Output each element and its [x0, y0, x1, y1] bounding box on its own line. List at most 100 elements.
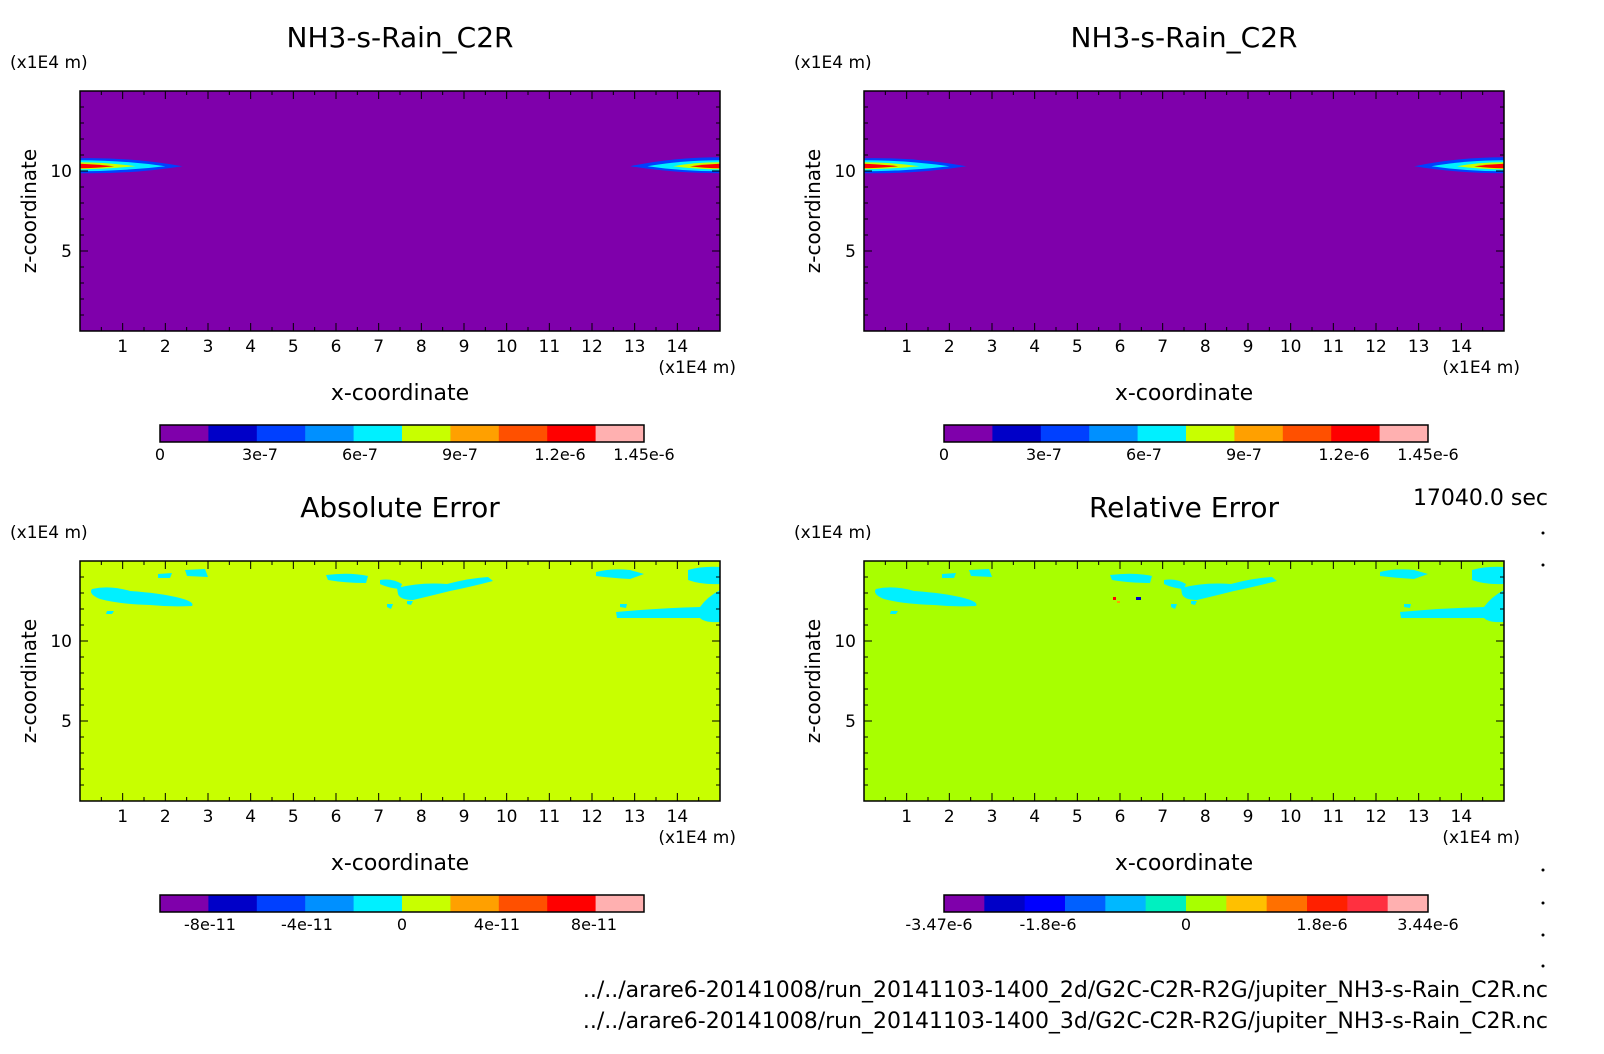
- x-tick-label: 13: [624, 337, 646, 357]
- y-tick-label: 5: [61, 242, 72, 262]
- x-tick-label: 8: [1200, 337, 1211, 357]
- x-tick-label: 5: [288, 337, 299, 357]
- colorbar-label: 8e-11: [571, 915, 617, 934]
- x-unit-label: (x1E4 m): [658, 828, 736, 848]
- x-tick-label: 11: [1323, 807, 1345, 827]
- error-patch-3: [942, 573, 956, 578]
- tick-marks: [80, 91, 720, 331]
- x-tick-label: 1: [117, 807, 128, 827]
- chart-panel-2: NH3-s-Rain_C2R(x1E4 m)1 2 3 4 5 6 7 8 9 10 11 12 13 1…: [794, 21, 1520, 464]
- colorbar: [159, 894, 645, 913]
- error-patch-1: [91, 587, 193, 607]
- x-tick-label: 9: [459, 337, 470, 357]
- colorbar-label: 1.2e-6: [1318, 445, 1369, 464]
- error-patch-4: [969, 569, 992, 577]
- x-tick-label: 9: [459, 807, 470, 827]
- plot-features: [864, 157, 1504, 174]
- error-patch-5: [326, 573, 368, 583]
- time-label: 17040.0 sec: [1413, 486, 1548, 511]
- colorbar: [943, 894, 1429, 913]
- error-patch-9: [387, 604, 393, 609]
- colorbar-swatch: [1186, 425, 1235, 442]
- colorbar-swatch: [1226, 895, 1268, 912]
- colorbar-swatch: [256, 425, 306, 442]
- x-tick-label: 10: [496, 337, 518, 357]
- y-axis-label: z-coordinate: [17, 619, 41, 743]
- colorbar-label: 3e-7: [1026, 445, 1062, 464]
- colorbar-swatch: [992, 425, 1042, 442]
- x-tick-label: 4: [1029, 337, 1040, 357]
- tick-marks: [864, 91, 1504, 331]
- x-tick-label: 9: [1243, 807, 1254, 827]
- colorbar-swatch: [1145, 895, 1187, 912]
- colorbar-label: -3.47e-6: [905, 915, 972, 934]
- colorbar-swatch: [353, 425, 403, 442]
- y-tick-label: 10: [834, 162, 856, 182]
- colorbar-frame: [159, 894, 645, 913]
- colorbar-label: 1.8e-6: [1296, 915, 1347, 934]
- colorbar-swatch: [1331, 425, 1381, 442]
- colorbar-label: 1.45e-6: [1397, 445, 1458, 464]
- colorbar-swatch: [1089, 425, 1139, 442]
- x-tick-label: 12: [1365, 337, 1387, 357]
- chart-title: Relative Error: [1089, 491, 1280, 524]
- chart-title: NH3-s-Rain_C2R: [1071, 21, 1298, 54]
- error-patch-6: [380, 579, 402, 589]
- error-patch-1: [875, 587, 977, 607]
- x-tick-label: 1: [901, 807, 912, 827]
- x-tick-label: 14: [1451, 337, 1473, 357]
- x-tick-label: 4: [1029, 807, 1040, 827]
- plot-features: [875, 566, 1504, 623]
- x-tick-label: 10: [496, 807, 518, 827]
- colorbar-label: 0: [155, 445, 165, 464]
- colorbar-swatch: [160, 425, 209, 442]
- colorbar-label: -8e-11: [184, 915, 236, 934]
- colorbar-swatch: [1307, 895, 1348, 912]
- chart-panel-1: NH3-s-Rain_C2R(x1E4 m)1 2 3 4 5 6 7 8 9 10 11 12 13 1…: [10, 21, 736, 464]
- x-tick-label: 1: [901, 337, 912, 357]
- x-tick-label: 7: [373, 807, 384, 827]
- chart-panel-4: Relative Error(x1E4 m)1 2 3 4 5 6 7 8 9 10 11 12 13 1…: [794, 491, 1520, 934]
- x-tick-label: 8: [1200, 807, 1211, 827]
- x-tick-label: 7: [1157, 807, 1168, 827]
- colorbar-swatch: [450, 895, 500, 912]
- chart-title: Absolute Error: [300, 491, 500, 524]
- colorbar-label: 0: [1181, 915, 1191, 934]
- x-unit-label: (x1E4 m): [1442, 828, 1520, 848]
- y-unit-label: (x1E4 m): [10, 53, 88, 73]
- colorbar-label: 0: [939, 445, 949, 464]
- dot-markers: [1541, 531, 1545, 968]
- chart-panel-3: Absolute Error(x1E4 m)1 2 3 4 5 6 7 8 9 10 11 12 13 1…: [10, 491, 736, 934]
- colorbar: [159, 424, 645, 443]
- extreme-point-positive: [1113, 597, 1116, 600]
- x-tick-label: 6: [1115, 337, 1126, 357]
- plot-area: [80, 91, 720, 331]
- error-patch-8: [407, 601, 413, 605]
- error-patch-7: [397, 577, 493, 600]
- x-tick-label: 12: [581, 807, 603, 827]
- x-tick-label: 9: [1243, 337, 1254, 357]
- y-axis-label: z-coordinate: [17, 149, 41, 273]
- colorbar-swatch: [402, 425, 451, 442]
- x-tick-label: 7: [1157, 337, 1168, 357]
- x-axis-label: x-coordinate: [331, 851, 469, 876]
- colorbar-label: 0: [397, 915, 407, 934]
- colorbar-frame: [159, 424, 645, 443]
- colorbar-label: 9e-7: [1226, 445, 1262, 464]
- colorbar-swatch: [595, 895, 645, 912]
- x-tick-label: 4: [245, 807, 256, 827]
- error-patch-13: [1404, 604, 1411, 608]
- colorbar-swatch: [1379, 425, 1429, 442]
- colorbar-swatch: [1024, 895, 1066, 912]
- plot-area: [864, 561, 1504, 801]
- colorbar-swatch: [498, 425, 548, 442]
- colorbar-swatch: [547, 895, 597, 912]
- x-tick-label: 13: [624, 807, 646, 827]
- x-tick-label: 11: [1323, 337, 1345, 357]
- plume-left-core: [80, 163, 115, 169]
- x-tick-label: 11: [539, 807, 561, 827]
- colorbar-swatch: [1234, 425, 1284, 442]
- x-unit-label: (x1E4 m): [1442, 358, 1520, 378]
- chart-title: NH3-s-Rain_C2R: [287, 21, 514, 54]
- colorbar-swatch: [208, 425, 258, 442]
